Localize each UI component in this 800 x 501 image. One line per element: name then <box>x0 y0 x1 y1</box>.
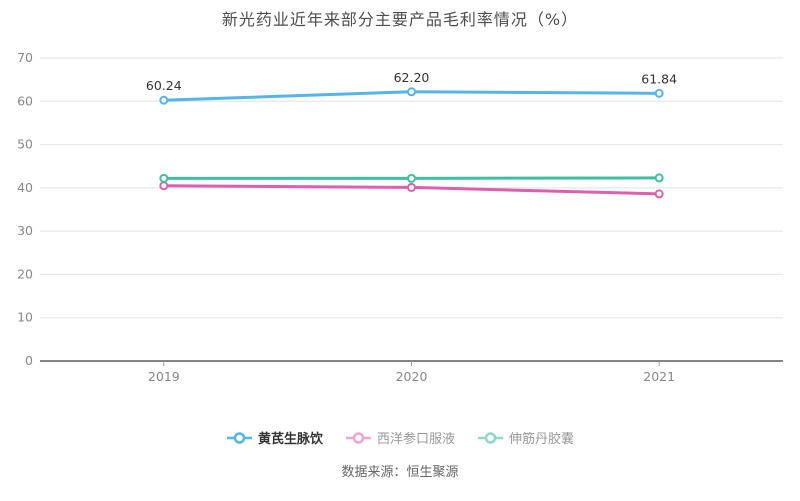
data-point[interactable] <box>159 95 169 105</box>
data-point[interactable] <box>407 173 416 183</box>
chart-legend: 黄芪生脉饮 西洋参口服液 伸筋丹胶囊 <box>0 428 800 447</box>
data-point[interactable] <box>654 173 664 183</box>
data-point[interactable] <box>407 87 416 97</box>
y-axis-tick-label: 30 <box>17 223 33 238</box>
x-axis-tick-label: 2021 <box>643 369 675 384</box>
data-point[interactable] <box>654 189 664 199</box>
data-point[interactable] <box>159 173 169 183</box>
data-point-label: 61.84 <box>641 71 677 86</box>
y-axis-tick-label: 60 <box>17 93 33 108</box>
y-axis-tick-label: 0 <box>25 353 33 368</box>
source-note: 数据来源：恒生聚源 <box>341 465 459 480</box>
legend-label: 伸筋丹胶囊 <box>509 432 575 447</box>
legend-item-2[interactable]: 伸筋丹胶囊 <box>477 428 574 447</box>
legend-marker-icon <box>345 431 371 444</box>
legend-label: 西洋参口服液 <box>376 432 455 447</box>
legend-item-0[interactable]: 黄芪生脉饮 <box>226 428 323 447</box>
y-axis-tick-label: 50 <box>17 137 33 152</box>
x-axis-tick-label: 2020 <box>396 369 428 384</box>
data-point[interactable] <box>407 182 416 192</box>
chart-canvas: 0 10 20 30 40 50 60 70 2019 2020 2021 60.24 62.20 61.… <box>17 50 783 384</box>
data-point-label: 62.20 <box>394 70 430 85</box>
data-point[interactable] <box>159 181 169 191</box>
legend-marker-icon <box>478 431 503 444</box>
x-axis-tick-label: 2019 <box>148 369 180 384</box>
legend-item-1[interactable]: 西洋参口服液 <box>345 428 455 447</box>
legend-marker-icon <box>226 431 252 444</box>
data-point[interactable] <box>654 88 664 98</box>
y-axis-tick-label: 70 <box>17 50 33 65</box>
y-axis-tick-label: 10 <box>17 310 33 325</box>
legend-label: 黄芪生脉饮 <box>257 432 323 447</box>
chart-title: 新光药业近年来部分主要产品毛利率情况（%） <box>221 10 579 29</box>
data-point-label: 60.24 <box>146 78 182 93</box>
y-axis-tick-label: 40 <box>17 180 33 195</box>
y-axis-tick-label: 20 <box>17 266 33 281</box>
